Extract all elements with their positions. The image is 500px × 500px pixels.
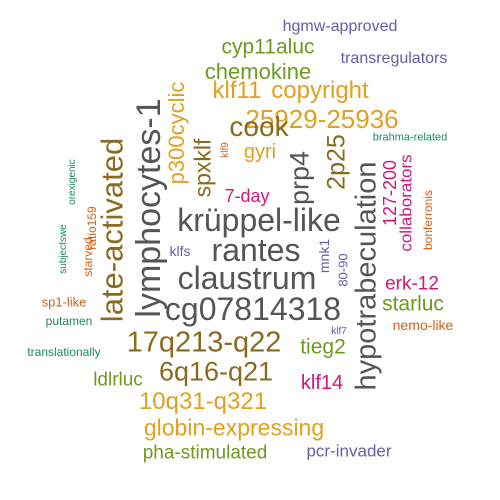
word-10q31-q321: 10q31-q321 <box>138 388 268 415</box>
word-cook: cook <box>229 111 289 142</box>
word-chemokine: chemokine <box>204 59 312 84</box>
word-klf7: klf7 <box>331 326 347 337</box>
word-gyri: gyri <box>243 141 277 163</box>
word-putamen: putamen <box>45 314 93 328</box>
word-7-day: 7-day <box>224 186 270 206</box>
word-spxklf: spxklf <box>189 138 216 198</box>
word-pha-stimulated: pha-stimulated <box>142 442 268 464</box>
word-transregulators: transregulators <box>340 50 448 67</box>
word-bonferronis: bonferronis <box>421 189 435 251</box>
word-starved: starved <box>81 237 95 277</box>
word-2p25: 2p25 <box>322 134 351 190</box>
word-late-activated: late-activated <box>94 137 130 323</box>
word-25929-25936: 25929-25936 <box>245 104 399 134</box>
word-globin-expressing: globin-expressing <box>143 414 325 441</box>
word-brahma-related: brahma-related <box>372 131 448 144</box>
word-translationally: translationally <box>27 345 101 359</box>
word-rantes: rantes <box>211 232 301 268</box>
word-claustrum: claustrum <box>177 260 317 296</box>
word-starluc: starluc <box>382 292 444 316</box>
word-80-90: 80-90 <box>335 253 351 287</box>
word-mnk1: mnk1 <box>316 238 332 274</box>
word-6q16-q21: 6q16-q21 <box>158 356 274 387</box>
word-pcr-invader: pcr-invader <box>306 441 392 461</box>
word-sp1-like: sp1-like <box>41 294 87 310</box>
word-erk-12: erk-12 <box>385 273 439 295</box>
word-klfs: klfs <box>169 243 191 259</box>
word-collaborators: collaborators <box>396 154 416 252</box>
word-tieg2: tieg2 <box>300 335 346 359</box>
word-klf11: klf11 <box>212 77 262 104</box>
word-17q213-q22: 17q213-q22 <box>126 326 282 359</box>
word-prp4: prp4 <box>284 150 315 206</box>
word-klf14: klf14 <box>300 372 344 394</box>
word-lymphocytes-1: lymphocytes-1 <box>130 98 168 318</box>
word-nemo-like: nemo-like <box>392 317 454 333</box>
word-hgmw-approved: hgmw-approved <box>282 18 398 35</box>
word-hypotrabeculation: hypotrabeculation <box>350 161 383 391</box>
word-cyp11aluc: cyp11aluc <box>221 35 315 59</box>
word-kruppel-like: krüppel-like <box>177 202 341 238</box>
word-subjectswe: subjectswe <box>58 224 69 274</box>
word-copyright: copyright <box>271 77 369 104</box>
word-orexigenic: orexigenic <box>67 159 78 205</box>
word-cg07814318: cg07814318 <box>164 291 342 327</box>
word-ldlrluc: ldlrluc <box>93 369 143 391</box>
word-p300cyclic: p300cyclic <box>164 81 189 185</box>
word-klf9: klf9 <box>220 142 231 158</box>
